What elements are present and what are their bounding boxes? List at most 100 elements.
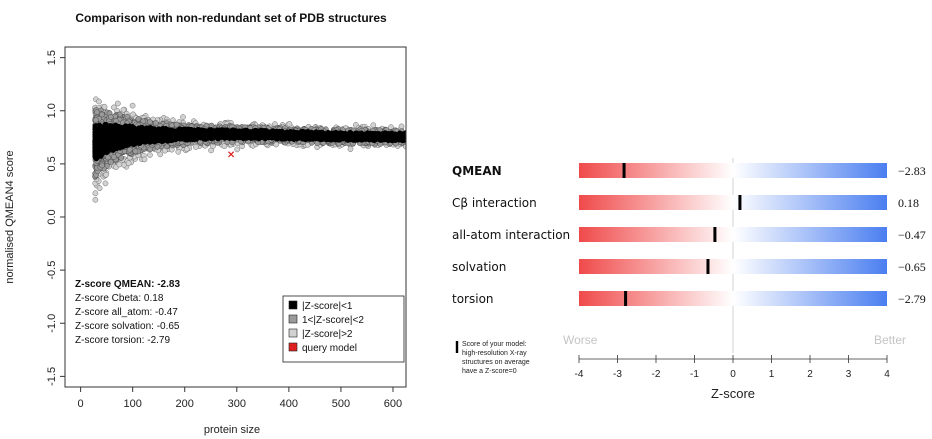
cloud-point <box>354 135 360 142</box>
row-label: solvation <box>452 260 506 274</box>
cloud-point <box>221 143 228 150</box>
cloud-point <box>144 126 151 133</box>
cloud-point <box>286 121 293 127</box>
query-point <box>228 151 235 158</box>
zscore-panel: QMEAN −2.83 Cβ interaction 0.18 all-atom int… <box>452 158 926 401</box>
note-line: high-resolution X-ray <box>462 350 527 357</box>
cloud-point <box>102 180 109 187</box>
cloud-point <box>370 122 377 129</box>
zscore-bar <box>579 195 887 210</box>
cloud-point <box>336 133 342 140</box>
zscore-tick-label: -3 <box>613 369 622 380</box>
cloud-point <box>93 155 100 162</box>
cloud-point <box>105 154 111 161</box>
cloud-point <box>226 128 233 135</box>
note-line: have a Z-score=0 <box>462 368 517 375</box>
cloud-point <box>129 102 136 109</box>
cloud-point <box>99 162 105 169</box>
cloud-point <box>114 100 121 107</box>
cloud-point <box>92 130 99 136</box>
legend-swatch <box>288 328 298 338</box>
zscore-bar <box>579 259 887 274</box>
y-tick-label: -0.5 <box>46 261 58 280</box>
cloud-point <box>116 161 123 168</box>
cloud-point <box>115 136 122 143</box>
zscore-bar <box>579 291 887 306</box>
cloud-point <box>111 154 117 160</box>
y-tick-label: 1.0 <box>46 103 58 118</box>
y-ticks: -1.5 -1.0 -0.5 0.0 0.5 1.0 1.5 <box>46 50 65 386</box>
query-model-marker <box>228 151 235 158</box>
zscore-stats: Z-score QMEAN: -2.83 Z-score Cbeta: 0.18 Z… <box>75 279 180 346</box>
cloud-point <box>219 132 226 139</box>
cloud-point <box>302 130 309 137</box>
cloud-point <box>125 160 132 166</box>
x-tick-label: 500 <box>332 398 350 410</box>
cloud-point <box>262 134 269 140</box>
score-marker <box>624 291 628 306</box>
cloud-point <box>173 121 180 128</box>
cloud-point <box>92 140 99 147</box>
cloud-point <box>106 135 113 142</box>
zscore-row: Cβ interaction 0.18 <box>452 195 919 210</box>
note-line: Score of your model: <box>462 341 527 348</box>
zscore-tick-label: -4 <box>575 369 584 380</box>
score-marker <box>706 259 710 274</box>
legend-label: |Z-score|<1 <box>302 301 353 312</box>
cloud-point <box>146 119 153 125</box>
worse-label: Worse <box>563 333 598 347</box>
cloud-point <box>141 156 148 163</box>
cloud-point <box>122 131 129 138</box>
cloud-point <box>175 148 182 155</box>
cloud-point <box>263 128 270 134</box>
score-marker <box>738 195 742 210</box>
x-tick-label: 200 <box>176 398 194 410</box>
cloud-point <box>388 134 395 140</box>
zscore-bar <box>579 227 887 242</box>
cloud-point <box>242 127 249 134</box>
cloud-point <box>193 144 199 150</box>
y-tick-label: 1.5 <box>46 50 58 65</box>
cloud-point <box>123 140 129 147</box>
row-label: Cβ interaction <box>452 196 537 210</box>
cloud-point <box>161 133 168 140</box>
x-axis-label: protein size <box>204 424 260 436</box>
legend-label: |Z-score|>2 <box>302 329 353 340</box>
cloud-point <box>96 98 102 105</box>
note-line: structures on average <box>462 359 530 366</box>
better-label: Better <box>874 333 906 347</box>
zscore-tick-label: 1 <box>769 369 775 380</box>
cloud-point <box>107 159 114 165</box>
cloud-point <box>398 123 405 130</box>
row-label: torsion <box>452 292 494 306</box>
cloud-point <box>341 132 348 139</box>
cloud-point <box>200 130 207 137</box>
zscore-row: torsion −2.79 <box>452 291 926 306</box>
cloud-point <box>155 137 162 144</box>
cloud-point <box>126 146 133 153</box>
scatter-legend: |Z-score|<1 1<|Z-score|<2 |Z-score|>2 query… <box>282 295 405 363</box>
cloud-point <box>181 129 188 135</box>
score-marker <box>622 163 626 178</box>
row-value: −0.65 <box>898 260 926 274</box>
scatter-title: Comparison with non-redundant set of PDB… <box>75 11 387 25</box>
cloud-point <box>137 126 143 133</box>
stat-line: Z-score all_atom: -0.47 <box>75 307 178 318</box>
cloud-point <box>145 132 151 138</box>
cloud-point <box>94 109 100 116</box>
y-tick-label: -1.0 <box>46 314 58 333</box>
row-value: −2.79 <box>898 292 926 306</box>
cloud-point <box>115 124 122 130</box>
zscore-row: all-atom interaction −0.47 <box>452 227 926 242</box>
row-label: QMEAN <box>452 164 502 178</box>
cloud-point <box>103 171 109 178</box>
zscore-tick-label: -1 <box>690 369 699 380</box>
cloud-point <box>111 104 117 111</box>
cloud-point <box>397 133 404 139</box>
x-tick-label: 0 <box>78 398 84 410</box>
legend-label: query model <box>302 343 357 354</box>
row-value: −2.83 <box>898 164 926 178</box>
cloud-point <box>105 148 111 154</box>
cloud-point <box>252 134 259 140</box>
